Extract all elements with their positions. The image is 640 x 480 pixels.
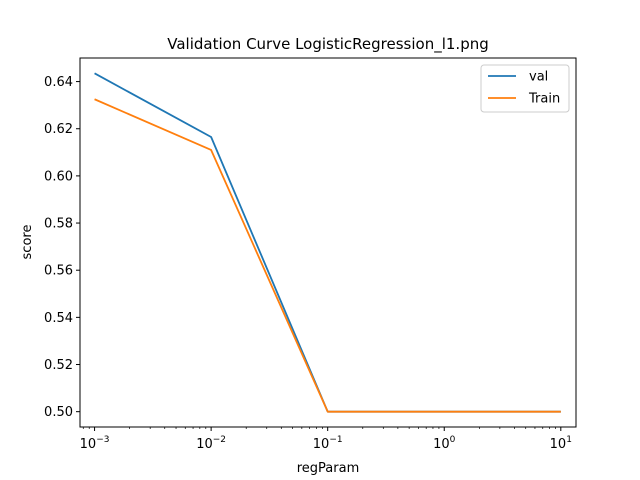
chart-title: Validation Curve LogisticRegression_l1.p… — [167, 35, 489, 54]
plot-background — [80, 58, 576, 427]
y-tick-label: 0.54 — [44, 311, 73, 326]
y-tick-label: 0.64 — [44, 75, 73, 90]
series-line-train — [94, 98, 561, 413]
x-axis-ticks: 10−3 10−2 10−1 100 101 — [80, 427, 572, 452]
legend-label-val: val — [529, 70, 548, 85]
x-tick-label: 10−1 — [313, 435, 343, 452]
y-tick-label: 0.56 — [44, 264, 73, 279]
y-tick-label: 0.52 — [44, 358, 73, 373]
x-tick-label: 101 — [550, 435, 572, 452]
series-layer — [94, 72, 561, 413]
y-tick-label: 0.50 — [44, 405, 73, 420]
y-axis-label: score — [20, 225, 35, 260]
x-tick-label: 100 — [433, 435, 456, 452]
legend: val Train — [480, 64, 570, 113]
y-axis-ticks: 0.50 0.52 0.54 0.56 0.58 0.60 0.62 0.64 — [44, 75, 80, 420]
x-tick-label: 10−3 — [80, 435, 110, 452]
x-tick-label: 10−2 — [196, 435, 226, 452]
x-axis-label: regParam — [297, 461, 360, 476]
legend-label-train: Train — [528, 92, 560, 107]
plot-area — [80, 58, 576, 427]
y-tick-label: 0.62 — [44, 122, 73, 137]
y-tick-label: 0.58 — [44, 217, 73, 232]
y-tick-label: 0.60 — [44, 169, 73, 184]
